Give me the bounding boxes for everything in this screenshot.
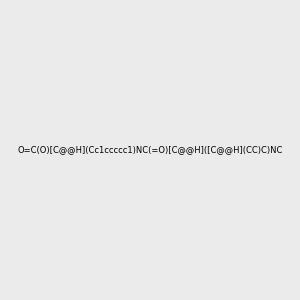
Text: O=C(O)[C@@H](Cc1ccccc1)NC(=O)[C@@H]([C@@H](CC)C)NC: O=C(O)[C@@H](Cc1ccccc1)NC(=O)[C@@H]([C@@…	[17, 146, 283, 154]
